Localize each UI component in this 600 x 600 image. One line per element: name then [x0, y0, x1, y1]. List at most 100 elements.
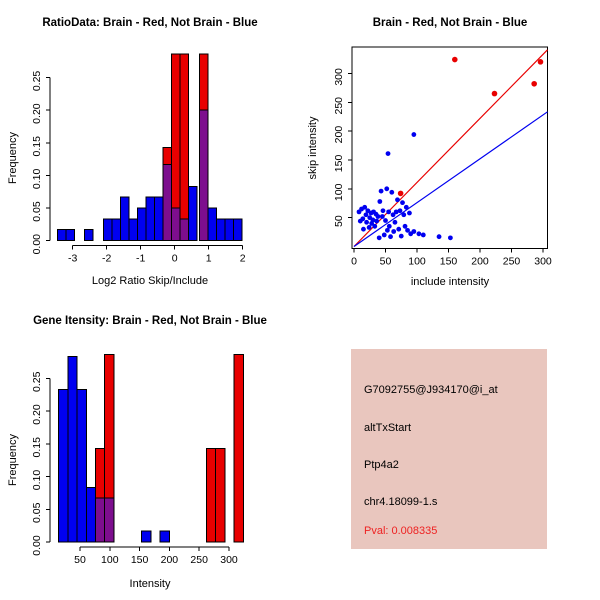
- tick-label: 1: [206, 253, 212, 265]
- gene-intensity-plot-area: 0.00 0.05 0.10 0.15 0.20 0.25 50 100 150 200 250 30…: [31, 354, 244, 566]
- scatter-point-blue: [380, 208, 386, 214]
- histogram-bar-segment: [179, 218, 189, 242]
- scatter-point-red: [397, 190, 404, 197]
- scatter-point-blue: [411, 229, 417, 234]
- panel-gene-info: G7092755@J934170@i_at altTxStart Ptp4a2 …: [300, 300, 600, 600]
- scatter-point-red: [452, 56, 458, 63]
- tick-label: 100: [101, 554, 119, 566]
- tick-label: 200: [471, 256, 489, 268]
- scatter-point-blue: [379, 214, 385, 219]
- scatter-point-blue: [447, 235, 453, 241]
- tick-label: 0: [172, 253, 178, 265]
- histogram-bar-segment: [58, 388, 69, 543]
- tick-label: 0.15: [31, 136, 43, 157]
- tick-label: 300: [534, 256, 552, 268]
- scatter-point-blue: [384, 227, 390, 233]
- histogram-bar-segment: [233, 218, 243, 242]
- histogram-bar-segment: [162, 163, 172, 242]
- histogram-bar-segment: [104, 497, 115, 543]
- tick-label: 300: [333, 68, 345, 86]
- tick-label: 50: [333, 215, 345, 227]
- histogram-bar-segment: [104, 354, 115, 499]
- histogram-bar-segment: [179, 53, 189, 220]
- intensity-scatter-chart: Brain - Red, Not Brain - Blue include in…: [307, 17, 552, 288]
- gene-intensity-ylabel: Frequency: [7, 434, 19, 486]
- histogram-bar-segment: [102, 218, 113, 242]
- histogram-bar-segment: [65, 229, 75, 242]
- tick-label: 0.15: [31, 437, 43, 458]
- scatter-point-blue: [436, 234, 442, 240]
- histogram-bar-segment: [170, 207, 181, 242]
- scatter-point-blue: [370, 217, 376, 223]
- tick-label: 0.10: [31, 169, 43, 190]
- tick-label: -2: [102, 253, 111, 265]
- scatter-point-blue: [420, 232, 426, 238]
- scatter-point-blue: [395, 197, 400, 203]
- scatter-point-blue: [366, 225, 372, 230]
- scatter-point-red: [491, 90, 498, 97]
- scatter-point-blue: [393, 209, 399, 215]
- tick-label: 0.00: [31, 234, 43, 255]
- histogram-bar-segment: [128, 218, 138, 242]
- histogram-bar-segment: [207, 207, 218, 242]
- scatter-point-blue: [385, 151, 391, 157]
- histogram-bar-segment: [94, 447, 106, 499]
- ratio-histogram-chart: RatioData: Brain - Red, Not Brain - Blue…: [7, 17, 258, 287]
- tick-label: 100: [333, 183, 345, 201]
- tick-label: 250: [503, 256, 521, 268]
- histogram-bar-segment: [199, 109, 209, 242]
- tick-label: -1: [136, 253, 145, 265]
- ratio-histogram-xlabel: Log2 Ratio Skip/Include: [92, 275, 208, 287]
- tick-label: -3: [68, 253, 77, 265]
- scatter-point-blue: [362, 204, 368, 210]
- scatter-point-red: [531, 80, 537, 87]
- histogram-bar-segment: [153, 196, 164, 242]
- scatter-point-blue: [376, 235, 382, 241]
- histogram-bar-segment: [187, 186, 198, 242]
- tick-label: 300: [220, 554, 238, 566]
- event-type-text: altTxStart: [364, 422, 412, 434]
- scatter-ylabel: skip intensity: [307, 116, 319, 179]
- tick-label: 250: [190, 554, 208, 566]
- histogram-bar-segment: [199, 53, 209, 111]
- scatter-point-blue: [377, 199, 383, 204]
- tick-label: 0.20: [31, 404, 43, 425]
- histogram-bar-segment: [76, 388, 87, 543]
- scatter-point-blue: [392, 219, 398, 225]
- tick-label: 200: [161, 554, 179, 566]
- histogram-bar-segment: [85, 487, 96, 543]
- ratio-histogram-plot-area: 0.00 0.05 0.10 0.15 0.20 0.25 -3 -2 -1 0 1 2: [31, 53, 246, 265]
- tick-label: 0.00: [31, 535, 43, 556]
- scatter-point-blue: [401, 212, 407, 218]
- tick-label: 0.05: [31, 502, 43, 523]
- gene-info-box: G7092755@J934170@i_at altTxStart Ptp4a2 …: [351, 349, 547, 549]
- scatter-point-blue: [398, 233, 404, 239]
- histogram-bar-segment: [141, 530, 152, 543]
- scatter-plot-area: 0 50 100 150 200 250 300 50 100 150 200 250 300: [333, 46, 552, 268]
- histogram-bar-segment: [145, 196, 155, 242]
- scatter-title: Brain - Red, Not Brain - Blue: [373, 17, 528, 29]
- panel-intensity-scatter: Brain - Red, Not Brain - Blue include in…: [300, 0, 600, 300]
- scatter-point-blue: [390, 212, 396, 218]
- locus-id-text: chr4.18099-1.s: [364, 496, 438, 508]
- scatter-point-blue: [386, 223, 392, 229]
- tick-label: 0.25: [31, 71, 43, 92]
- tick-label: 0.05: [31, 201, 43, 222]
- gene-intensity-histogram-chart: Gene Itensity: Brain - Red, Not Brain - …: [7, 315, 267, 590]
- ratio-histogram-title: RatioData: Brain - Red, Not Brain - Blue: [42, 17, 257, 29]
- tick-label: 250: [333, 97, 345, 115]
- scatter-point-blue: [407, 210, 412, 216]
- histogram-bar-segment: [162, 146, 172, 165]
- tick-label: 50: [74, 554, 86, 566]
- scatter-point-blue: [391, 229, 397, 234]
- tick-label: 50: [380, 256, 392, 268]
- panel-ratio-histogram: RatioData: Brain - Red, Not Brain - Blue…: [0, 0, 300, 300]
- histogram-bar-segment: [94, 497, 106, 543]
- tick-label: 150: [440, 256, 458, 268]
- scatter-point-blue: [375, 214, 381, 219]
- scatter-point-blue: [416, 231, 422, 237]
- pval-text: Pval: 0.008335: [364, 525, 438, 537]
- tick-label: 100: [408, 256, 426, 268]
- histogram-bar-segment: [170, 53, 181, 209]
- scatter-point-red: [537, 59, 544, 65]
